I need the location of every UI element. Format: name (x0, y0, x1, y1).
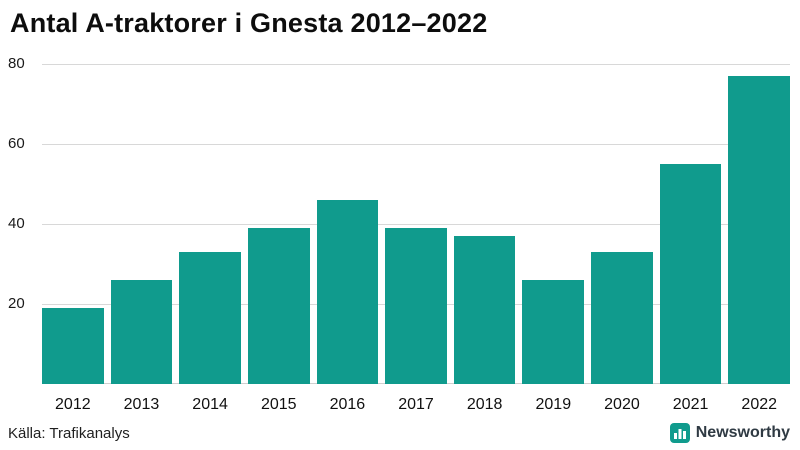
gridline-60 (42, 144, 790, 145)
y-tick-label-80: 80 (8, 55, 25, 72)
newsworthy-wordmark: Newsworthy (695, 424, 790, 441)
branding: Newsworthy (669, 423, 790, 443)
bars-layer (42, 64, 791, 384)
x-tick-label-2015: 2015 (260, 396, 297, 413)
bar-2018 (453, 236, 516, 384)
bar-2020 (591, 252, 653, 384)
bar-2016 (316, 200, 379, 384)
bar-column-2013 (110, 64, 173, 384)
bar-column-2021 (659, 64, 722, 384)
x-tick-label-2018: 2018 (466, 396, 503, 413)
x-tick-label-2012: 2012 (55, 396, 91, 413)
bar-2021 (659, 164, 722, 384)
x-tick-label-2021: 2021 (672, 396, 709, 413)
x-tick-label-2020: 2020 (604, 396, 640, 413)
bar-2013 (110, 280, 173, 384)
bar-column-2020 (591, 64, 653, 384)
x-tick-label-2022: 2022 (741, 396, 778, 413)
bar-2022 (728, 76, 791, 384)
bar-2017 (385, 228, 447, 384)
y-tick-label-20: 20 (8, 295, 25, 312)
y-tick-label-60: 60 (8, 135, 25, 152)
bar-column-2018 (453, 64, 516, 384)
x-axis-labels: 2012 2013 2014 2015 2016 2017 2018 2019 2020 2021… (42, 396, 790, 414)
bar-column-2015 (247, 64, 310, 384)
x-tick-label-2019: 2019 (535, 396, 572, 413)
x-tick-label-2017: 2017 (398, 396, 434, 413)
x-tick-label-2014: 2014 (192, 396, 228, 413)
bar-2019 (522, 280, 585, 384)
bar-column-2019 (522, 64, 585, 384)
gridline-80 (42, 64, 790, 65)
y-tick-label-40: 40 (8, 215, 25, 232)
bar-column-2016 (316, 64, 379, 384)
x-tick-label-2016: 2016 (329, 396, 366, 413)
newsworthy-logo-icon (669, 423, 690, 443)
bar-2012 (42, 308, 104, 384)
bar-2014 (179, 252, 241, 384)
plot-area: 20 40 60 80 2012 2013 2014 2015 2016 2017 2018 201… (8, 55, 791, 413)
gridline-40 (42, 224, 790, 225)
bar-column-2012 (42, 64, 104, 384)
bar-2015 (247, 228, 310, 384)
source-note: Källa: Trafikanalys (8, 425, 130, 442)
chart-title: Antal A-traktorer i Gnesta 2012–2022 (10, 8, 488, 38)
bar-column-2022 (728, 64, 791, 384)
x-tick-label-2013: 2013 (123, 396, 160, 413)
bar-column-2017 (385, 64, 447, 384)
bar-column-2014 (179, 64, 241, 384)
